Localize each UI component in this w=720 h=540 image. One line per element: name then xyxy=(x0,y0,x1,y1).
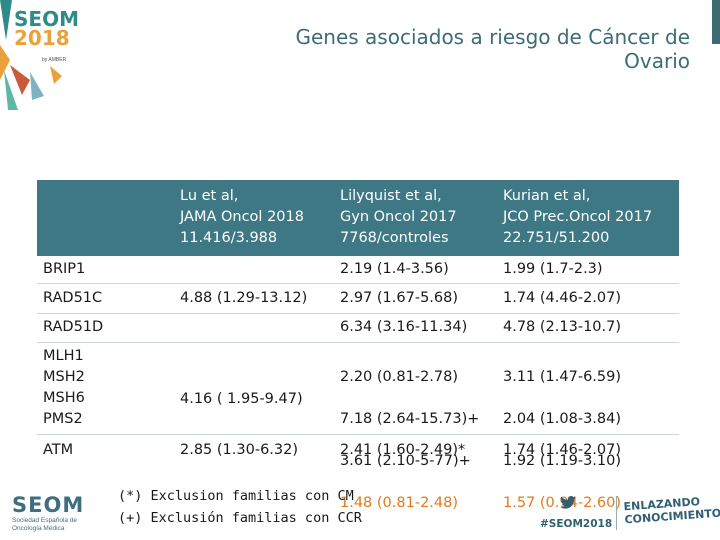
seom-logo-name: SEOM xyxy=(12,493,85,517)
gene-rad51d: RAD51D xyxy=(43,319,104,335)
cell-pms2-kurian: 1.57 (0.94-2.60) xyxy=(503,495,622,511)
cell-msh6-kurian: 1.92 (1.19-3.10) xyxy=(503,453,622,469)
cell-brip1-lilyquist: 2.19 (1.4-3.56) xyxy=(340,261,449,277)
seom-logo-sub: Sociedad Española de Oncología Médica xyxy=(12,517,78,532)
cell-rad51c-lilyquist: 2.97 (1.67-5.68) xyxy=(340,290,459,306)
footnote-star: (*) Exclusion familias con CM xyxy=(118,488,354,504)
cell-msh6-lilyquist: 3.61 (2.10-5-77)+ xyxy=(340,453,471,469)
cell-rad51c-kurian: 1.74 (4.46-2.07) xyxy=(503,290,622,306)
gene-atm: ATM xyxy=(43,442,74,458)
cell-mmr-kurian: 3.11 (1.47-6.59) 2.04 (1.08-3.84) 1.92 (… xyxy=(503,346,621,535)
logo-decoration-icon xyxy=(0,0,62,110)
cell-msh2-kurian: 2.04 (1.08-3.84) xyxy=(503,411,622,427)
gene-rad51c: RAD51C xyxy=(43,290,103,306)
header-lilyquist: Lilyquist et al, Gyn Oncol 2017 7768/con… xyxy=(340,188,457,246)
row-divider xyxy=(37,434,679,435)
twitter-icon xyxy=(560,496,576,509)
row-divider xyxy=(37,283,679,284)
cell-rad51d-lilyquist: 6.34 (3.16-11.34) xyxy=(340,319,468,335)
cell-rad51c-lu: 4.88 (1.29-13.12) xyxy=(180,290,308,306)
row-divider xyxy=(37,342,679,343)
gene-mmr-group: MLH1 MSH2 MSH6 PMS2 xyxy=(43,348,85,427)
slide-title: Genes asociados a riesgo de Cáncer de Ov… xyxy=(295,25,690,73)
cell-msh2-lilyquist: 7.18 (2.64-15.73)+ xyxy=(340,411,480,427)
footnotes: (*) Exclusion familias con CM (+) Exclus… xyxy=(118,485,362,529)
branding-divider xyxy=(616,496,617,530)
gene-brip1: BRIP1 xyxy=(43,261,86,277)
footnote-plus: (+) Exclusión familias con CCR xyxy=(118,510,362,526)
cell-atm-kurian: 1.74 (1.46-2.07) xyxy=(503,442,622,458)
header-kurian: Kurian et al, JCO Prec.Oncol 2017 22.751… xyxy=(503,188,653,246)
cell-atm-lu: 2.85 (1.30-6.32) xyxy=(180,442,299,458)
cell-brip1-kurian: 1.99 (1.7-2.3) xyxy=(503,261,603,277)
row-divider xyxy=(37,313,679,314)
hashtag: #SEOM2018 xyxy=(540,518,613,530)
table-header xyxy=(37,180,679,256)
corner-bar xyxy=(712,0,720,44)
logo-year: 2018 xyxy=(14,26,70,50)
cell-atm-lilyquist: 2.41 (1.60-2.49)* xyxy=(340,442,466,458)
cell-mlh1-lilyquist: 2.20 (0.81-2.78) xyxy=(340,369,459,385)
cell-pms2-lilyquist: 1.48 (0.81-2.48) xyxy=(340,495,459,511)
logo-sub: by AMBER xyxy=(42,57,67,63)
cell-mmr-lilyquist: 2.20 (0.81-2.78) 7.18 (2.64-15.73)+ 3.61… xyxy=(340,346,479,535)
slogan: ENLAZANDO CONOCIMIENTO xyxy=(623,494,720,526)
header-lu: Lu et al, JAMA Oncol 2018 11.416/3.988 xyxy=(180,188,304,246)
seom2018-logo: SEOM 2018 by AMBER xyxy=(0,0,79,110)
cell-mmr-lu: 4.16 ( 1.95-9.47) xyxy=(180,391,303,407)
logo-name: SEOM xyxy=(14,7,79,31)
cell-mlh1-kurian: 3.11 (1.47-6.59) xyxy=(503,369,622,385)
cell-rad51d-kurian: 4.78 (2.13-10.7) xyxy=(503,319,622,335)
seom-logo: SEOM Sociedad Española de Oncología Médi… xyxy=(12,493,84,533)
